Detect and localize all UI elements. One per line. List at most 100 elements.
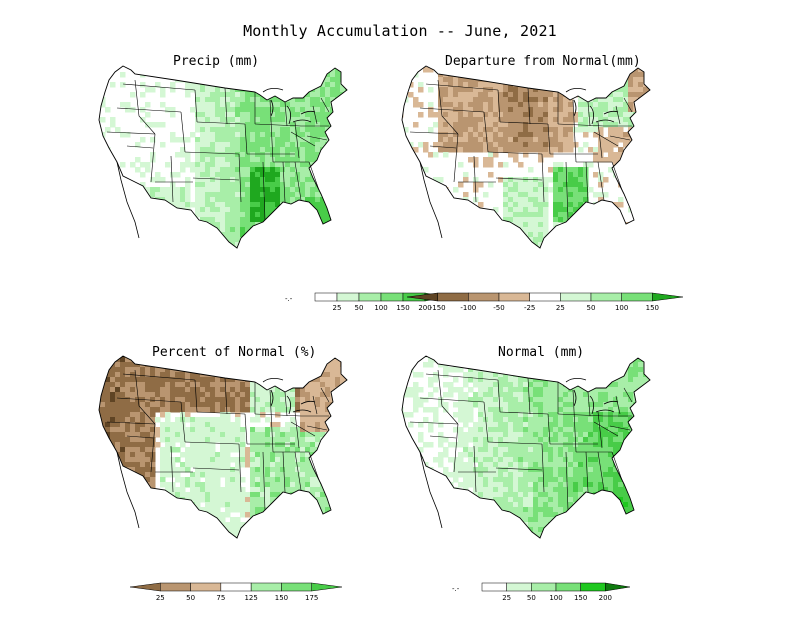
- shade-cell: [310, 356, 316, 358]
- shade-cell: [115, 382, 121, 388]
- shade-cell: [230, 192, 236, 198]
- shade-cell: [110, 417, 116, 423]
- shade-cell: [195, 372, 201, 378]
- shade-cell: [235, 237, 241, 243]
- shade-cell: [633, 82, 639, 88]
- shade-cell: [503, 107, 509, 113]
- shade-cell: [508, 77, 514, 83]
- shade-cell: [150, 432, 156, 438]
- shade-cell: [573, 142, 579, 148]
- shade-cell: [170, 397, 176, 403]
- shade-cell: [335, 487, 341, 493]
- shade-cell: [508, 127, 514, 133]
- shade-cell: [200, 427, 206, 433]
- shade-cell: [618, 67, 624, 73]
- shade-cell: [408, 167, 414, 173]
- state-line: [116, 107, 182, 113]
- shade-cell: [558, 97, 564, 103]
- shade-cell: [548, 66, 554, 68]
- shade-cell: [270, 522, 276, 528]
- shade-cell: [250, 402, 256, 408]
- shade-cell: [533, 107, 539, 113]
- shade-cell: [290, 67, 296, 73]
- shade-cell: [543, 102, 549, 108]
- shade-cell: [160, 397, 166, 403]
- shade-cell: [563, 167, 569, 173]
- shade-cell: [115, 497, 121, 503]
- shade-cell: [473, 217, 479, 223]
- shade-cell: [155, 387, 161, 393]
- shade-cell: [115, 442, 121, 448]
- shade-cell: [300, 527, 306, 533]
- shade-cell: [335, 127, 341, 133]
- shade-cell: [285, 182, 291, 188]
- shade-cell: [260, 392, 266, 398]
- shade-cell: [638, 142, 644, 148]
- shade-cell: [170, 242, 176, 248]
- shade-cell: [488, 147, 494, 153]
- shade-cell: [235, 457, 241, 463]
- shade-cell: [528, 237, 534, 243]
- shade-cell: [478, 242, 484, 248]
- shade-cell: [185, 462, 191, 468]
- shade-cell: [215, 117, 221, 123]
- shade-cell: [245, 257, 251, 263]
- shade-cell: [205, 357, 211, 363]
- shade-cell: [558, 142, 564, 148]
- shade-cell: [160, 447, 166, 453]
- shade-cell: [503, 127, 509, 133]
- shade-cell: [568, 356, 574, 358]
- shade-cell: [225, 452, 231, 458]
- shade-cell: [648, 122, 650, 128]
- shade-cell: [255, 472, 261, 478]
- shade-cell: [315, 66, 321, 68]
- shade-cell: [140, 497, 146, 503]
- shade-cell: [235, 137, 241, 143]
- shade-cell: [493, 127, 499, 133]
- shade-cell: [250, 457, 256, 463]
- shade-cell: [120, 417, 126, 423]
- shade-cell: [443, 127, 449, 133]
- shade-cell: [558, 357, 564, 363]
- shade-cell: [210, 242, 216, 248]
- shade-cell: [290, 242, 296, 248]
- shade-cell: [558, 112, 564, 118]
- shade-cell: [653, 77, 659, 83]
- shade-cell: [345, 77, 347, 83]
- shade-cell: [200, 147, 206, 153]
- shade-cell: [135, 482, 141, 488]
- shade-cell: [260, 527, 266, 533]
- shade-cell: [140, 182, 146, 188]
- shade-cell: [345, 142, 347, 148]
- shade-cell: [543, 97, 549, 103]
- shade-cell: [528, 192, 534, 198]
- shade-cell: [563, 217, 569, 223]
- shade-cell: [543, 66, 549, 68]
- shade-cell: [250, 82, 256, 88]
- shade-cell: [120, 527, 126, 533]
- shade-cell: [603, 67, 609, 73]
- shade-cell: [230, 112, 236, 118]
- shade-cell: [265, 472, 271, 478]
- shade-cell: [320, 392, 326, 398]
- shade-cell: [150, 452, 156, 458]
- shade-cell: [633, 197, 639, 203]
- shade-cell: [340, 412, 346, 418]
- shade-cell: [100, 517, 106, 523]
- shade-cell: [265, 537, 271, 538]
- shade-cell: [160, 502, 166, 508]
- shade-cell: [245, 227, 251, 233]
- shade-cell: [305, 157, 311, 163]
- shade-cell: [195, 222, 201, 228]
- shade-cell: [468, 117, 474, 123]
- shade-cell: [260, 452, 266, 458]
- shade-cell: [285, 382, 291, 388]
- shade-cell: [255, 377, 261, 383]
- shade-cell: [245, 512, 251, 518]
- shade-cell: [488, 87, 494, 93]
- shade-cell: [150, 382, 156, 388]
- shade-cell: [563, 182, 569, 188]
- shade-cell: [305, 212, 311, 218]
- shade-cell: [563, 127, 569, 133]
- state-line: [320, 387, 330, 403]
